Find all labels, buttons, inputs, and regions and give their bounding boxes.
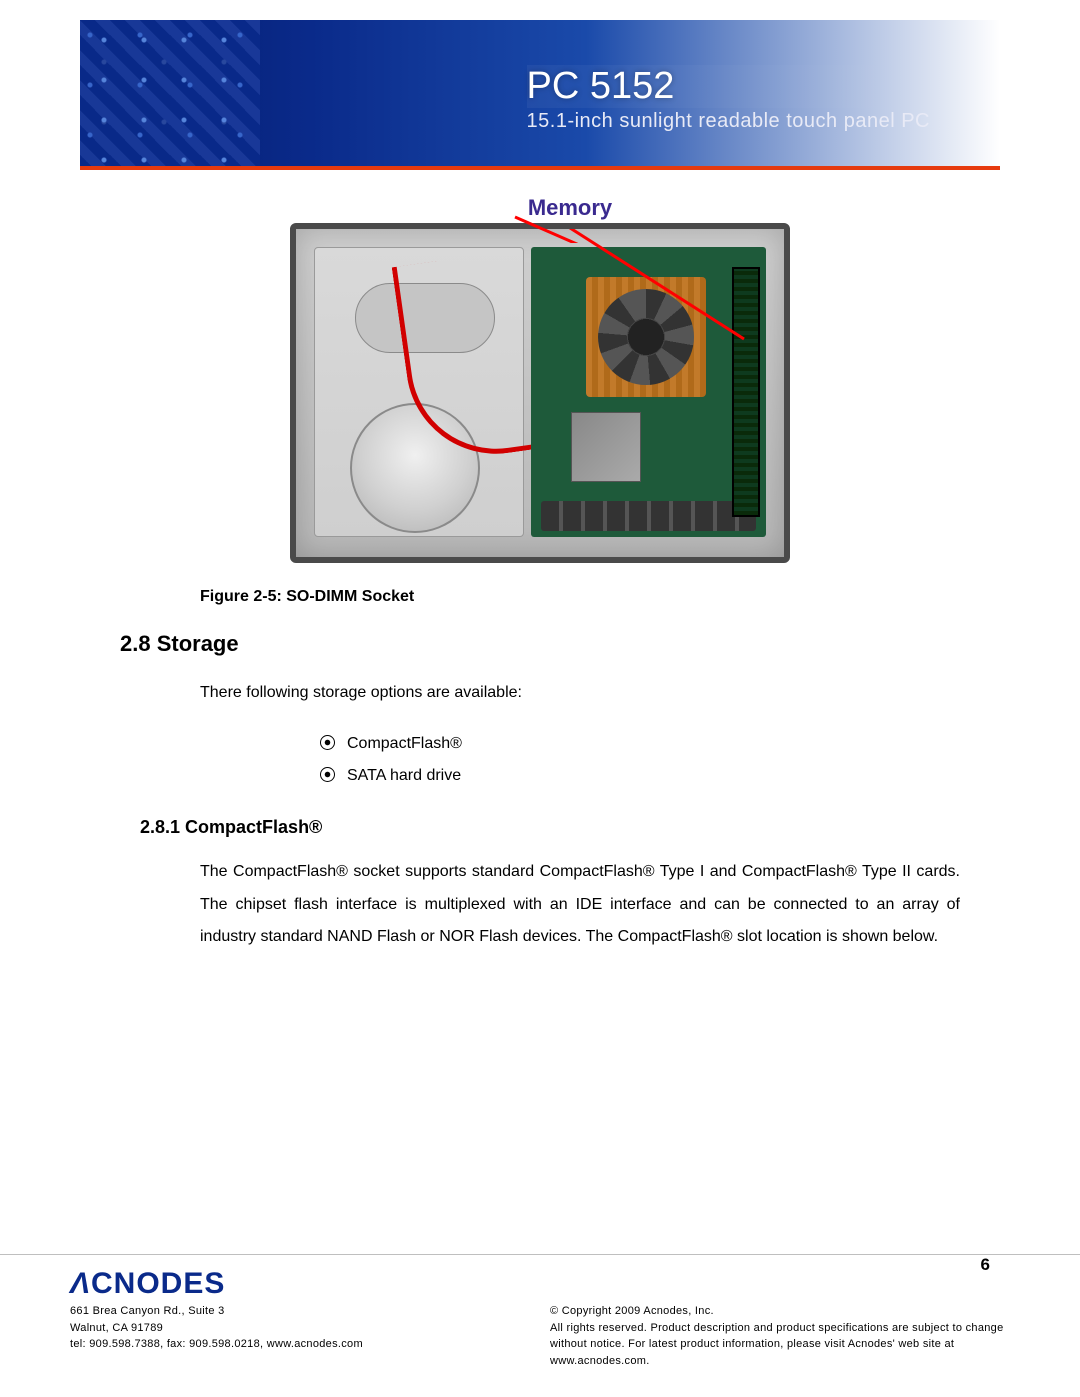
callout-line — [325, 213, 885, 243]
sodimm-slot — [732, 267, 760, 517]
list-item: SATA hard drive — [320, 760, 1000, 792]
circuit-image — [80, 20, 260, 166]
list-item: CompactFlash® — [320, 728, 1000, 760]
figure-caption: Figure 2-5: SO-DIMM Socket — [200, 588, 1000, 606]
footer-address-1: 661 Brea Canyon Rd., Suite 3 — [70, 1303, 363, 1320]
page-container: PC 5152 15.1-inch sunlight readable touc… — [0, 0, 1080, 954]
cpu-fan — [598, 289, 694, 385]
footer-contact: tel: 909.598.7388, fax: 909.598.0218, ww… — [70, 1336, 363, 1353]
storage-bullet-list: CompactFlash® SATA hard drive — [280, 728, 1000, 792]
content-area: Memory — [80, 170, 1000, 954]
header-band: PC 5152 15.1-inch sunlight readable touc… — [80, 20, 1000, 170]
footer-address-2: Walnut, CA 91789 — [70, 1320, 363, 1337]
subsection-body: The CompactFlash® socket supports standa… — [200, 856, 960, 954]
figure-wrap — [80, 223, 1000, 563]
footer: ΛACNODESCNODES 661 Brea Canyon Rd., Suit… — [0, 1254, 1080, 1397]
subsection-heading-text: 2.8.1 CompactFlash® — [140, 817, 322, 837]
io-ports — [541, 501, 756, 531]
header-text-block: PC 5152 15.1-inch sunlight readable touc… — [527, 65, 930, 133]
device-photo — [290, 223, 790, 563]
subsection-heading: 2.8.1 CompactFlash® — [140, 817, 1000, 838]
section-heading: 2.8 Storage — [120, 631, 1000, 657]
footer-disclaimer: All rights reserved. Product description… — [550, 1320, 1010, 1370]
footer-left: 661 Brea Canyon Rd., Suite 3 Walnut, CA … — [70, 1303, 363, 1369]
footer-columns: 661 Brea Canyon Rd., Suite 3 Walnut, CA … — [70, 1303, 1010, 1369]
brand-logo: ΛACNODESCNODES — [70, 1267, 1010, 1301]
section-intro: There following storage options are avai… — [200, 677, 960, 710]
chipset — [571, 412, 641, 482]
product-title: PC 5152 — [527, 65, 930, 108]
hdd-bay — [314, 247, 524, 537]
footer-right: © Copyright 2009 Acnodes, Inc. All right… — [550, 1303, 1010, 1369]
product-subtitle: 15.1-inch sunlight readable touch panel … — [527, 110, 930, 133]
footer-copyright: © Copyright 2009 Acnodes, Inc. — [550, 1303, 1010, 1320]
motherboard — [531, 247, 766, 537]
